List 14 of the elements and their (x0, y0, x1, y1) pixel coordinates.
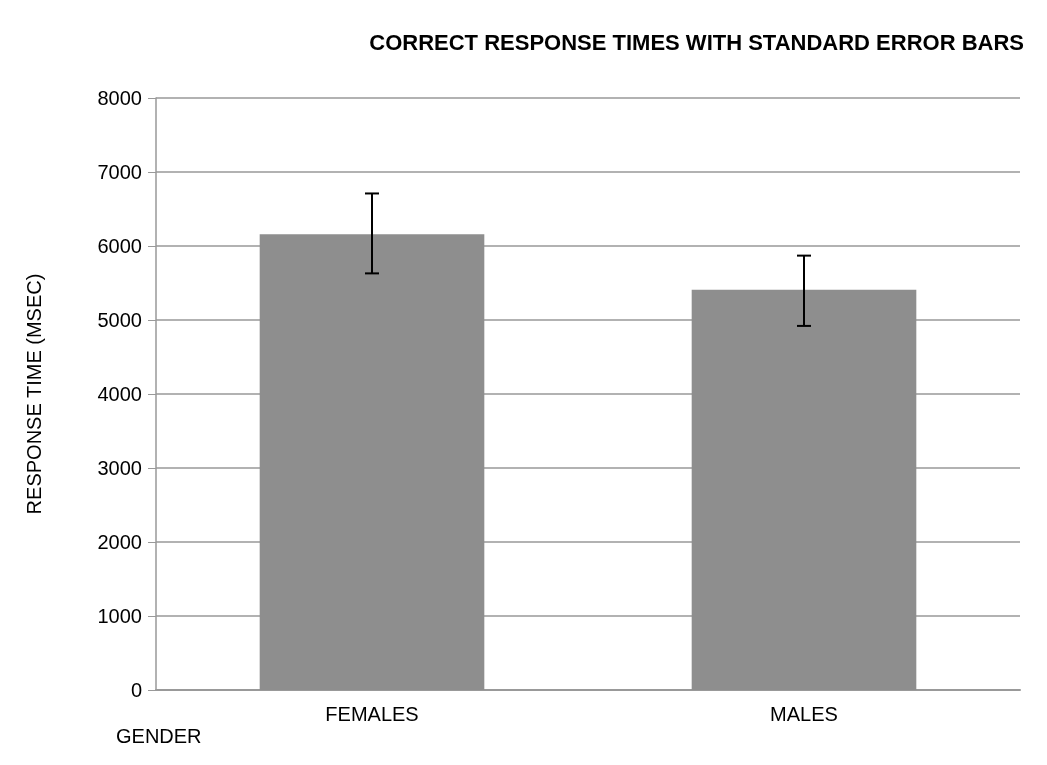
y-tick-label: 0 (130, 679, 142, 701)
y-tick-label: 2000 (97, 531, 142, 553)
x-axis-title: GENDER (116, 725, 202, 747)
y-tick-label: 7000 (97, 161, 142, 183)
y-tick-label: 4000 (97, 383, 142, 405)
chart-title: CORRECT RESPONSE TIMES WITH STANDARD ERROR BARS (369, 29, 1025, 55)
y-tick-label: 5000 (97, 309, 142, 331)
y-tick-label: 8000 (97, 87, 142, 109)
x-tick-label: MALES (770, 703, 838, 725)
y-tick-label: 6000 (97, 235, 142, 257)
y-tick-label: 1000 (97, 605, 142, 627)
x-tick-label: FEMALES (325, 703, 419, 725)
y-axis-title: RESPONSE TIME (MSEC) (23, 273, 45, 515)
y-tick-label: 3000 (97, 457, 142, 479)
